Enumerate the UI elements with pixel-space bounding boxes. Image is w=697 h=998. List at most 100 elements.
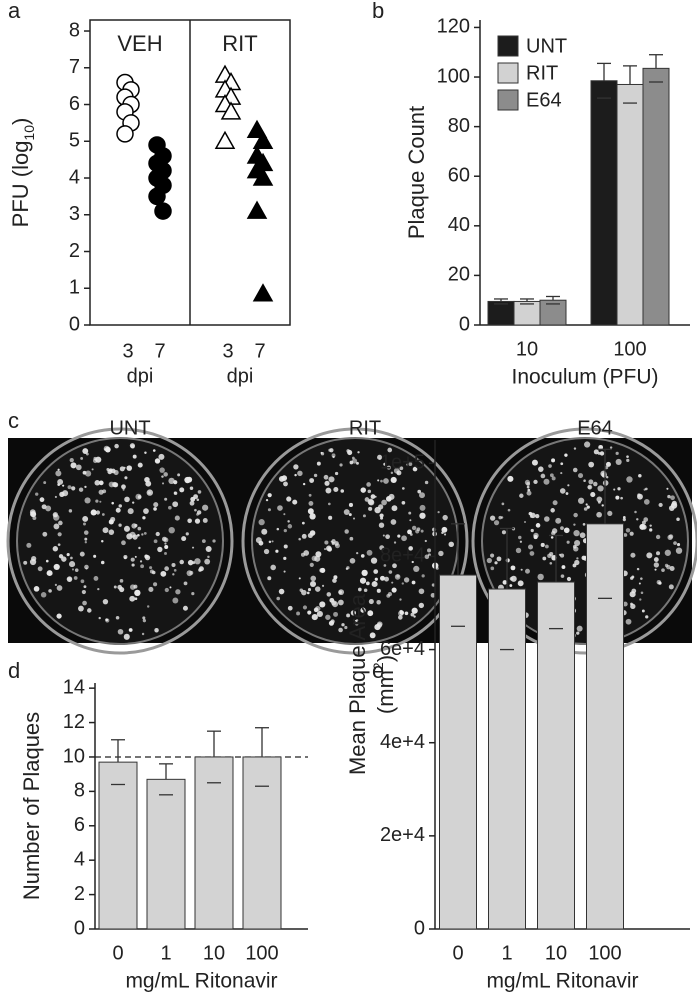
plaque xyxy=(33,586,40,592)
plaque xyxy=(367,498,374,505)
plaque xyxy=(309,580,317,588)
plaque xyxy=(531,459,538,466)
plaque xyxy=(154,458,161,464)
plaque xyxy=(283,481,288,487)
plaque xyxy=(126,465,133,471)
plaque xyxy=(263,548,270,555)
plaque xyxy=(371,581,378,588)
plaque xyxy=(283,513,286,516)
plaque xyxy=(325,614,331,620)
x-tick-label: 3 xyxy=(222,340,233,362)
plaque xyxy=(144,554,149,559)
plaque xyxy=(344,529,349,534)
plaque xyxy=(307,588,312,592)
x-tick-label: 7 xyxy=(154,340,165,362)
plaque xyxy=(93,576,99,581)
plaque xyxy=(164,566,169,571)
plaque xyxy=(490,566,495,571)
plaque xyxy=(331,453,336,458)
plaque xyxy=(507,475,514,482)
plaque xyxy=(640,591,644,595)
plaque xyxy=(669,566,675,572)
plaque xyxy=(356,551,359,555)
plaque xyxy=(191,591,195,596)
plaque xyxy=(533,532,539,539)
point xyxy=(116,125,134,143)
plaque xyxy=(572,467,578,473)
x-tick-label: 10 xyxy=(203,942,225,964)
panel-letter: c xyxy=(8,408,19,433)
plaque xyxy=(130,557,135,562)
plaque xyxy=(403,577,410,583)
plaque xyxy=(186,570,193,577)
plaque xyxy=(373,569,379,574)
plaque xyxy=(520,568,523,571)
plaque xyxy=(100,560,105,565)
plaque xyxy=(629,531,634,536)
plaque xyxy=(187,518,192,524)
plaque xyxy=(588,461,595,468)
plaque xyxy=(376,599,381,605)
plaque xyxy=(164,497,168,501)
plaque xyxy=(292,499,298,505)
plaque xyxy=(515,547,522,554)
bar xyxy=(642,67,670,326)
plaque xyxy=(382,534,385,537)
plaque xyxy=(98,480,104,486)
plaque xyxy=(367,610,374,617)
plaque xyxy=(606,476,609,479)
y-tick-label: 8 xyxy=(74,780,85,802)
plaque xyxy=(298,537,301,541)
plaque xyxy=(638,473,642,478)
y-tick-label: 6e+4 xyxy=(380,638,425,660)
plaque xyxy=(535,523,541,528)
plaque xyxy=(573,447,577,450)
plaque xyxy=(275,549,279,553)
plaque xyxy=(401,487,405,490)
plaque xyxy=(629,591,636,598)
plaque xyxy=(111,501,114,505)
plaque xyxy=(582,523,586,526)
plaque xyxy=(168,505,172,510)
plaque xyxy=(549,473,554,478)
plaque xyxy=(593,449,599,455)
plaque xyxy=(383,564,387,567)
plaque xyxy=(144,476,150,483)
plaque xyxy=(567,484,570,487)
plaque xyxy=(90,509,97,516)
x-tick-label: 7 xyxy=(254,340,265,362)
plaque xyxy=(392,563,397,569)
plaque xyxy=(528,544,534,550)
bar xyxy=(487,300,515,326)
plaque xyxy=(544,544,549,549)
plaque xyxy=(390,519,397,525)
plaque xyxy=(83,530,89,535)
plaque xyxy=(302,482,306,486)
plaque xyxy=(298,577,301,580)
plaque xyxy=(141,533,144,536)
plaque xyxy=(168,477,175,485)
legend-swatch xyxy=(497,89,519,111)
y-tick-label: 4 xyxy=(74,848,85,870)
x-axis-label: Inoculum (PFU) xyxy=(511,366,658,389)
plaque xyxy=(369,632,376,639)
plaque xyxy=(641,609,645,613)
plaque xyxy=(137,462,143,468)
plaque xyxy=(299,588,304,592)
plaque xyxy=(654,568,657,571)
legend-label: E64 xyxy=(526,89,562,111)
plaque xyxy=(122,488,125,491)
plaque xyxy=(330,540,333,543)
plaque xyxy=(641,524,647,530)
plaque xyxy=(398,610,404,617)
plaque xyxy=(566,576,572,582)
plaque xyxy=(442,527,446,531)
plaque xyxy=(202,504,209,511)
plaque xyxy=(53,563,60,571)
plaque xyxy=(204,558,211,565)
plaque xyxy=(94,480,100,486)
plaque xyxy=(615,495,620,500)
plaque xyxy=(630,603,636,610)
plaque xyxy=(302,605,308,610)
